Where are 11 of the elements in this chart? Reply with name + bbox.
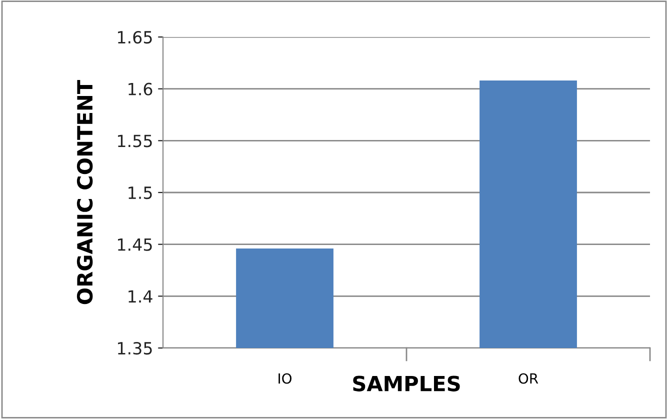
y-tick-label: 1.65	[118, 30, 152, 44]
y-tick-label: 1.6	[128, 82, 152, 96]
x-axis-title: SAMPLES	[353, 376, 460, 392]
y-tick-label: 1.45	[118, 238, 152, 251]
y-tick-label: 1.55	[118, 134, 152, 148]
y-tick-label: 1.35	[118, 342, 152, 355]
y-tick-label: 1.4	[128, 290, 152, 302]
y-tick-label: 1.5	[128, 186, 152, 200]
x-tick-label: IO	[278, 373, 292, 384]
y-axis-title: ORGANIC CONTENT	[76, 80, 93, 304]
x-tick-label: OR	[518, 373, 538, 384]
